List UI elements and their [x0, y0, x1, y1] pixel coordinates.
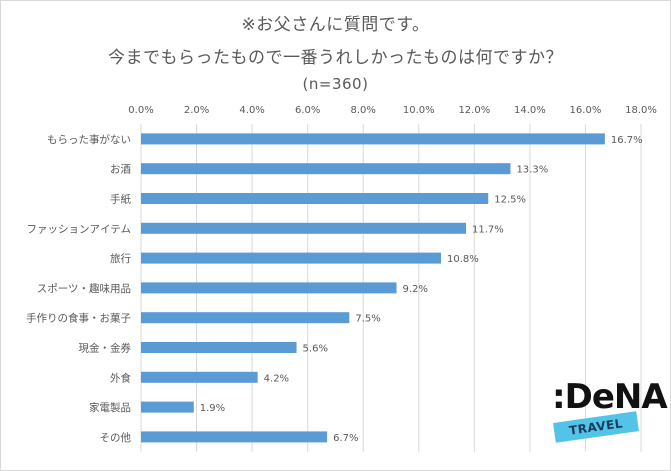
- category-label: スポーツ・趣味用品: [37, 282, 131, 295]
- x-tick-label: 0.0%: [128, 105, 153, 116]
- data-label: 16.7%: [611, 135, 643, 146]
- chart-sample-size: (n=360): [302, 75, 369, 93]
- bar: [141, 252, 441, 264]
- category-label: 旅行: [110, 252, 131, 265]
- x-tick-label: 4.0%: [239, 105, 264, 116]
- category-label: 現金・金券: [79, 342, 132, 355]
- data-label: 5.6%: [303, 344, 328, 355]
- x-tick-label: 14.0%: [514, 105, 546, 116]
- data-label: 13.3%: [516, 165, 548, 176]
- logo-wordmark: :DeNA: [552, 377, 668, 417]
- bar: [141, 193, 489, 204]
- x-tick-label: 2.0%: [184, 105, 209, 116]
- category-label: 手作りの食事・お菓子: [26, 312, 131, 325]
- bar: [141, 222, 466, 234]
- data-label: 1.9%: [200, 403, 225, 414]
- bar: [141, 342, 297, 353]
- data-label: 10.8%: [447, 254, 479, 265]
- data-label: 6.7%: [333, 433, 358, 444]
- x-tick-label: 10.0%: [403, 105, 435, 116]
- x-tick-label: 8.0%: [351, 105, 376, 116]
- data-label: 11.7%: [472, 224, 504, 235]
- category-label: もらった事がない: [47, 133, 131, 146]
- dena-travel-logo: :DeNA TRAVEL: [548, 377, 668, 443]
- x-tick-label: 12.0%: [458, 105, 490, 116]
- data-label: 7.5%: [355, 314, 380, 325]
- bar: [141, 282, 397, 294]
- category-label: 外食: [110, 371, 131, 384]
- bar: [141, 401, 194, 413]
- x-tick-label: 6.0%: [295, 105, 320, 116]
- bar: [141, 163, 511, 175]
- category-label: 手紙: [110, 193, 131, 206]
- chart-title-line-1: ※お父さんに質問です。: [241, 15, 430, 35]
- category-label: ファッションアイテム: [27, 223, 131, 235]
- chart-title-line-2: 今までもらったもので一番うれしかったものは何ですか？: [108, 48, 563, 68]
- bar: [141, 312, 350, 324]
- bar: [141, 371, 258, 383]
- data-label: 4.2%: [264, 373, 289, 384]
- category-label: その他: [100, 431, 132, 444]
- data-label: 9.2%: [403, 284, 428, 295]
- data-label: 12.5%: [494, 195, 526, 206]
- bar: [141, 431, 328, 443]
- x-tick-label: 18.0%: [625, 105, 657, 116]
- x-tick-label: 16.0%: [570, 105, 602, 116]
- category-label: 家電製品: [89, 401, 131, 414]
- category-label: お酒: [110, 163, 131, 176]
- bar: [141, 133, 605, 145]
